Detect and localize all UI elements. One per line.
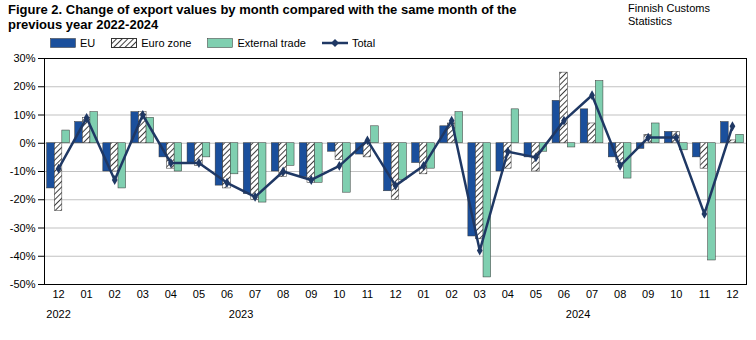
svg-text:06: 06 <box>558 288 570 300</box>
html-text:Euro zone: Euro zone <box>141 36 192 49</box>
html-text:External trade: External trade <box>237 36 306 49</box>
svg-text:01: 01 <box>417 288 429 300</box>
svg-text:12: 12 <box>726 288 738 300</box>
svg-text:2024: 2024 <box>566 308 590 320</box>
html-text:Finnish Customs Statistics: Finnish Customs Statistics <box>628 2 710 27</box>
svg-text:05: 05 <box>193 288 205 300</box>
svg-text:-40%: -40% <box>10 250 36 262</box>
svg-text:2023: 2023 <box>229 308 253 320</box>
svg-text:04: 04 <box>502 288 514 300</box>
svg-text:02: 02 <box>109 288 121 300</box>
svg-text:2022: 2022 <box>46 308 70 320</box>
svg-text:10: 10 <box>333 288 345 300</box>
svg-text:09: 09 <box>305 288 317 300</box>
svg-text:-50%: -50% <box>10 278 36 290</box>
svg-text:11: 11 <box>699 288 710 300</box>
svg-text:04: 04 <box>165 288 177 300</box>
svg-text:0%: 0% <box>20 137 36 149</box>
svg-text:-10%: -10% <box>10 165 36 177</box>
svg-text:07: 07 <box>249 288 261 300</box>
svg-text:05: 05 <box>530 288 542 300</box>
svg-text:03: 03 <box>474 288 486 300</box>
html-text:Total: Total <box>351 36 376 49</box>
svg-text:30%: 30% <box>13 52 35 64</box>
svg-text:12: 12 <box>52 288 64 300</box>
html-text:Figure 2. Change of export val: Figure 2. Change of export values by mon… <box>8 2 517 32</box>
svg-text:08: 08 <box>277 288 289 300</box>
svg-text:12: 12 <box>389 288 401 300</box>
svg-text:06: 06 <box>221 288 233 300</box>
html-text:EU: EU <box>80 36 96 49</box>
svg-text:11: 11 <box>362 288 373 300</box>
svg-text:10%: 10% <box>13 109 35 121</box>
svg-text:01: 01 <box>80 288 92 300</box>
svg-text:-30%: -30% <box>10 222 36 234</box>
svg-text:20%: 20% <box>13 80 35 92</box>
svg-text:03: 03 <box>137 288 149 300</box>
svg-text:07: 07 <box>586 288 598 300</box>
svg-text:08: 08 <box>614 288 626 300</box>
svg-text:09: 09 <box>642 288 654 300</box>
svg-text:10: 10 <box>670 288 682 300</box>
svg-text:02: 02 <box>446 288 458 300</box>
svg-text:-20%: -20% <box>10 193 36 205</box>
